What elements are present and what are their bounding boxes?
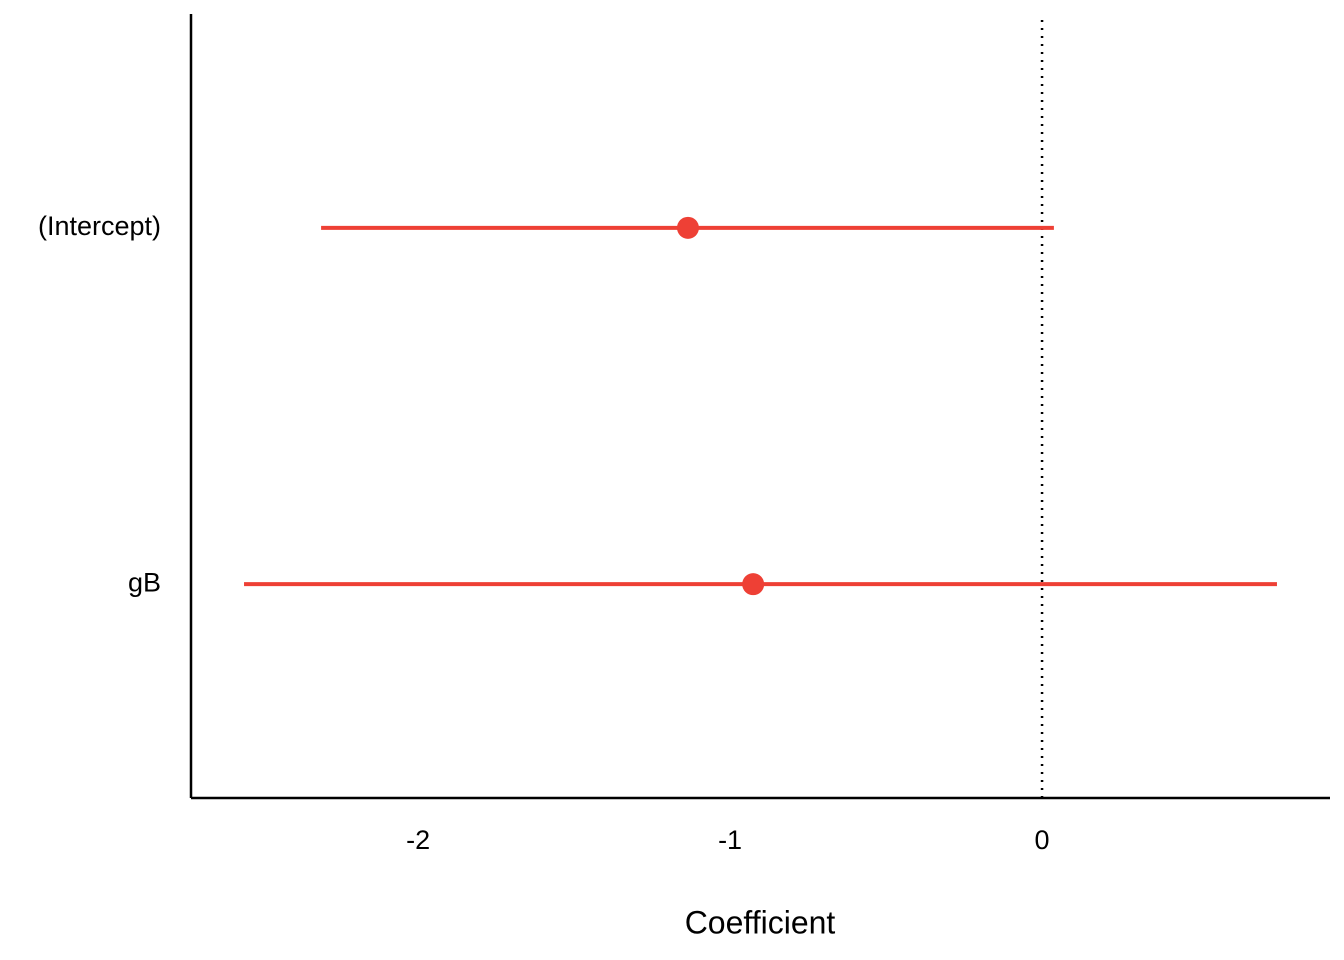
- x-tick-label: -2: [406, 825, 430, 855]
- x-axis-title: Coefficient: [685, 904, 836, 940]
- point-estimate: [742, 573, 765, 596]
- y-tick-label: (Intercept): [38, 211, 161, 241]
- x-tick-label: -1: [718, 825, 742, 855]
- x-tick-label: 0: [1035, 825, 1050, 855]
- y-tick-label: gB: [128, 567, 161, 597]
- point-estimate: [676, 216, 699, 239]
